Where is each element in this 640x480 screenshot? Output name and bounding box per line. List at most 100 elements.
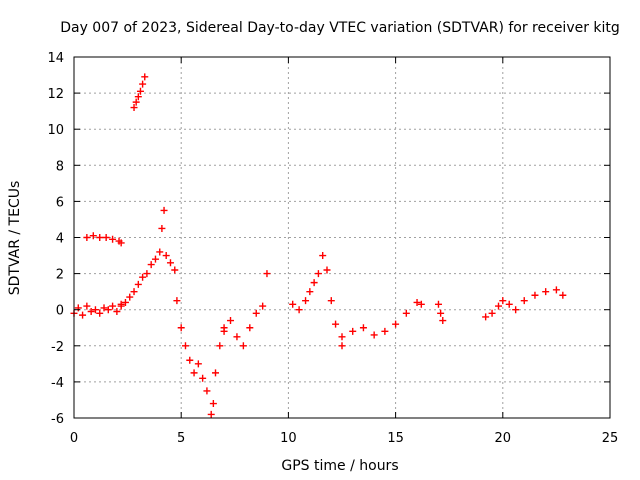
data-point [381, 327, 389, 335]
data-point [100, 304, 108, 312]
data-point [136, 87, 144, 95]
data-point [87, 308, 95, 316]
series-rise-2-3h [117, 273, 147, 310]
y-tick-label: -4 [51, 376, 64, 391]
data-point [141, 73, 149, 81]
data-point [160, 206, 168, 214]
data-point [171, 266, 179, 274]
data-point [177, 324, 185, 332]
x-tick-label: 10 [280, 431, 297, 446]
data-point [104, 306, 112, 314]
data-point [121, 298, 129, 306]
data-point [349, 327, 357, 335]
data-point [89, 232, 97, 240]
data-point [220, 327, 228, 335]
data-point [130, 104, 138, 112]
data-point [186, 356, 194, 364]
data-point [227, 317, 235, 325]
data-point [413, 298, 421, 306]
data-point [302, 297, 310, 305]
data-point [134, 93, 142, 101]
data-point [417, 300, 425, 308]
y-tick-label: -6 [51, 412, 64, 427]
x-axis-label: GPS time / hours [281, 458, 398, 474]
y-tick-label: 6 [56, 195, 64, 210]
series-cluster-12.5-16h [338, 298, 425, 341]
data-point [83, 302, 91, 310]
data-point [126, 293, 134, 301]
data-point [147, 261, 155, 269]
data-point [310, 279, 318, 287]
x-tick-label: 25 [602, 431, 619, 446]
data-point [190, 369, 198, 377]
data-point [91, 306, 99, 314]
data-point [434, 300, 442, 308]
data-point [173, 297, 181, 305]
x-tick-label: 0 [70, 431, 78, 446]
data-point [531, 291, 539, 299]
axis-ticks: 0 5 10 15 20 25 -6 -4 -2 0 2 4 6 8 10 12 14 [47, 51, 618, 446]
data-point [102, 234, 110, 241]
data-point [495, 302, 503, 310]
data-point [74, 304, 82, 312]
data-point [109, 302, 117, 310]
y-tick-label: 0 [56, 304, 64, 319]
data-point [488, 309, 496, 317]
data-point [194, 360, 202, 368]
y-tick-label: 8 [56, 159, 64, 174]
data-point [233, 333, 241, 341]
data-point [314, 270, 322, 278]
data-point [246, 324, 254, 332]
data-points [70, 73, 567, 418]
data-point [306, 288, 314, 296]
data-point [327, 297, 335, 305]
data-point [263, 270, 271, 278]
y-tick-label: 12 [47, 87, 64, 102]
data-point [83, 234, 91, 241]
y-tick-label: 14 [47, 51, 64, 66]
data-point [338, 333, 346, 341]
series-cluster-19-23h [482, 286, 567, 321]
y-tick-label: 2 [56, 268, 64, 283]
data-point [79, 311, 87, 319]
data-point [134, 280, 142, 288]
data-point [117, 302, 125, 310]
y-tick-label: -2 [51, 340, 64, 355]
data-point [199, 374, 207, 382]
data-point [439, 317, 447, 325]
data-point [166, 259, 174, 267]
data-point [402, 309, 410, 317]
data-point [252, 309, 260, 317]
data-point [139, 80, 147, 88]
data-point [156, 248, 164, 256]
x-tick-label: 5 [177, 431, 185, 446]
x-tick-label: 15 [387, 431, 404, 446]
data-point [259, 302, 267, 310]
data-point [207, 410, 215, 418]
series-recovery-7-9h [220, 270, 271, 350]
data-point [158, 224, 166, 232]
data-point [338, 342, 346, 350]
data-point [203, 387, 211, 395]
data-point [239, 342, 247, 350]
data-point [212, 369, 220, 377]
data-point [332, 320, 340, 328]
data-point [482, 313, 490, 321]
data-point [96, 234, 104, 241]
data-point [552, 286, 560, 294]
y-axis-label: SDTVAR / TECUs [7, 181, 23, 296]
series-high-4 [83, 232, 125, 247]
data-point [216, 342, 224, 350]
data-point [151, 255, 159, 263]
data-point [370, 331, 378, 339]
chart-title: Day 007 of 2023, Sidereal Day-to-day VTE… [60, 20, 620, 36]
data-point [117, 239, 125, 247]
series-drop-5-7h [173, 297, 228, 418]
data-point [499, 297, 507, 305]
series-bump-10-12.5h [289, 252, 346, 350]
data-point [505, 300, 513, 308]
data-point [319, 252, 327, 260]
data-point [295, 306, 303, 314]
data-point [143, 270, 151, 278]
series-high-12 [130, 73, 149, 112]
